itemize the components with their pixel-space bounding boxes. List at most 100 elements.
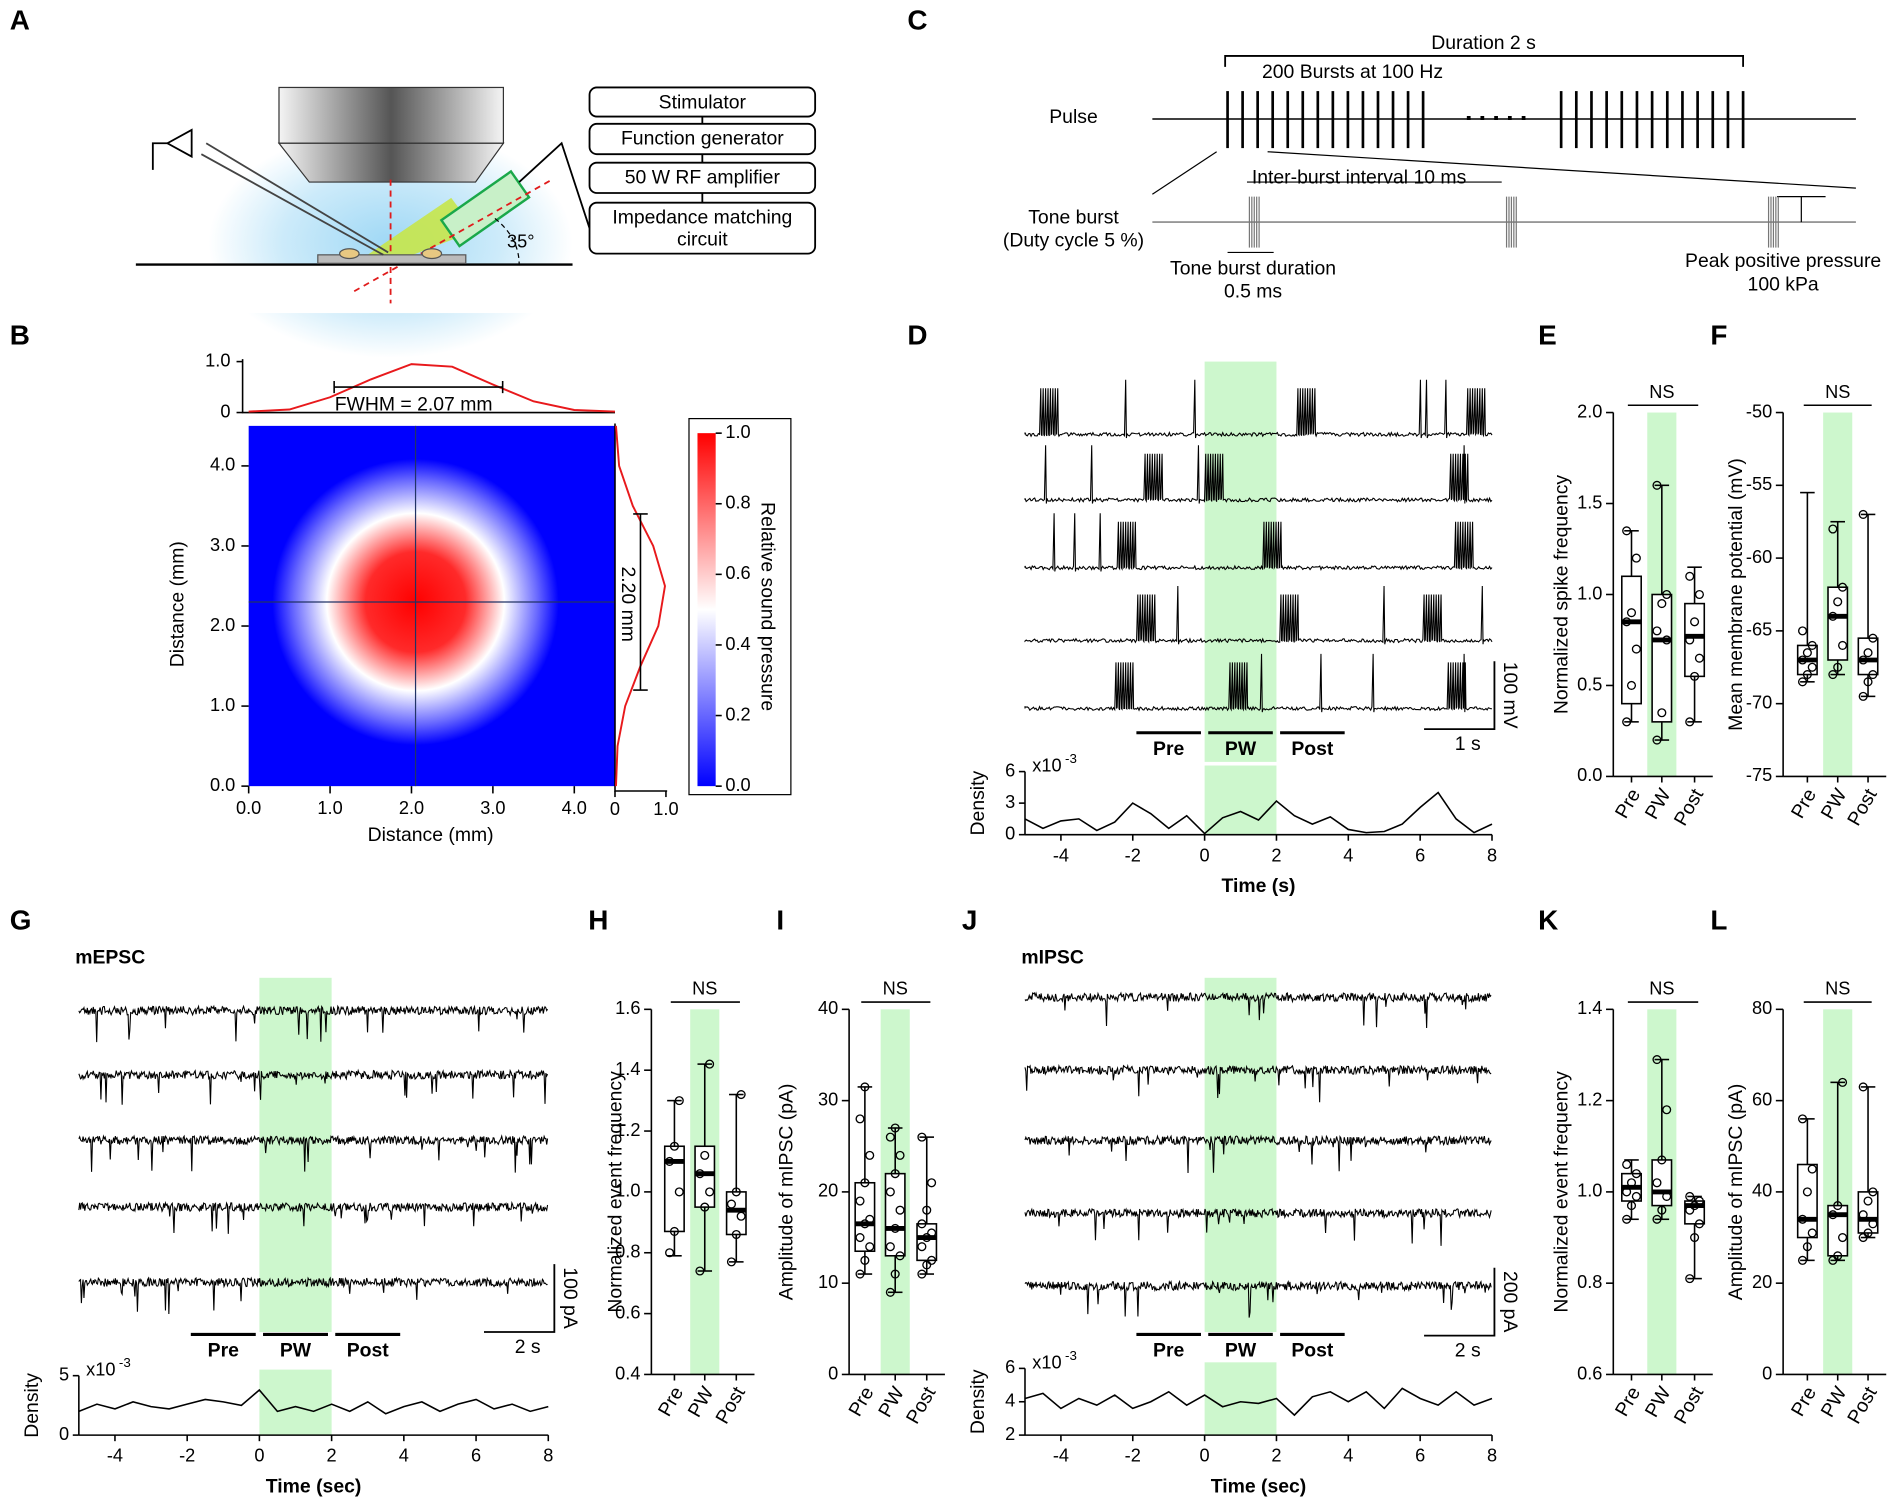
data-point <box>1828 611 1838 621</box>
x-tick-label: 3.0 <box>480 798 505 818</box>
y-axis-label: Amplitude of mIPSC (pA) <box>1725 1084 1747 1301</box>
scale-bar-y-label: 100 mV <box>1499 662 1521 729</box>
data-point <box>895 1205 905 1215</box>
y-tick-label: 2.0 <box>1577 401 1602 421</box>
data-point <box>1858 1232 1868 1243</box>
data-point <box>1622 1214 1632 1224</box>
data-point <box>1690 1201 1700 1211</box>
x-axis-label: Distance (mm) <box>368 824 494 846</box>
ellipsis: ····· <box>1465 103 1534 133</box>
fwhm-label: 2.20 mm <box>617 566 639 641</box>
data-point <box>1833 662 1843 672</box>
y-axis-label: Density <box>967 771 989 836</box>
data-point <box>855 1232 865 1243</box>
data-point <box>1858 1210 1868 1220</box>
data-point <box>1622 1159 1632 1170</box>
data-point <box>1657 1205 1667 1215</box>
panel-label: D <box>907 320 927 351</box>
y-axis-label: Normalized event frequency <box>604 1071 626 1313</box>
data-point <box>1863 1228 1873 1238</box>
period-label: Pre <box>1153 1340 1184 1362</box>
y-tick-label: 20 <box>818 1181 838 1201</box>
x-tick-label: 6 <box>1415 1446 1425 1466</box>
data-point <box>1694 1196 1704 1206</box>
data-point <box>1662 635 1672 645</box>
data-point <box>1828 1210 1838 1220</box>
cell <box>421 248 443 260</box>
data-point <box>917 1269 927 1279</box>
y-tick-label: -75 <box>1746 765 1772 785</box>
box <box>1621 575 1642 705</box>
data-point <box>736 1211 746 1221</box>
significance-label: NS <box>883 979 908 999</box>
x-tick-label: -4 <box>107 1446 123 1466</box>
y-tick-label: 0.8 <box>1577 1272 1602 1292</box>
y-tick-label: -55 <box>1746 474 1772 494</box>
diagram-a: 35° Stimulator Function generator 50 W R… <box>133 86 817 358</box>
data-point <box>1652 626 1662 636</box>
data-point <box>1863 648 1873 658</box>
multiplier: x10 <box>1032 756 1061 776</box>
box <box>1796 1163 1818 1239</box>
data-point <box>1622 1187 1632 1197</box>
multiplier: x10 <box>1032 1352 1061 1372</box>
data-point <box>1622 717 1632 727</box>
x-tick-label: -2 <box>1125 1446 1141 1466</box>
y-tick-label: 0.0 <box>210 775 235 795</box>
y-tick-label: 5 <box>59 1364 69 1384</box>
y-tick-label: 40 <box>818 998 838 1018</box>
trace-label: mEPSC <box>75 947 145 969</box>
data-point <box>1662 589 1672 600</box>
x-tick-label: Pre <box>1787 1383 1821 1420</box>
density-line <box>78 1388 549 1415</box>
y-tick-label: -60 <box>1746 547 1772 567</box>
significance-label: NS <box>1649 979 1674 999</box>
period-label: PW <box>280 1340 312 1362</box>
tone-duration-value: 0.5 ms <box>1224 281 1282 303</box>
angle-arc <box>494 217 520 265</box>
zoom-line <box>1152 151 1217 195</box>
data-point <box>885 1287 895 1297</box>
data-point <box>865 1242 875 1252</box>
multiplier-exponent: -3 <box>1065 751 1077 766</box>
y-tick-label: 1.0 <box>210 695 235 715</box>
data-point <box>885 1187 895 1197</box>
data-point <box>674 1187 684 1197</box>
colorbar <box>697 433 716 787</box>
slide <box>317 254 467 264</box>
x-tick-label: Post <box>711 1383 750 1428</box>
data-point <box>1657 708 1667 718</box>
box <box>588 86 817 118</box>
data-point <box>1828 524 1838 534</box>
y-tick-label: 0.6 <box>615 1302 640 1322</box>
x-tick-label: Post <box>1843 1383 1882 1428</box>
recording-trace <box>1024 445 1493 504</box>
data-point <box>1838 582 1848 592</box>
y-tick-label: 3 <box>1005 792 1015 812</box>
y-tick-label: -70 <box>1746 692 1772 712</box>
y-tick-label: 1.5 <box>1577 492 1602 512</box>
transducer <box>439 169 531 248</box>
data-point <box>1833 1251 1843 1261</box>
duration-bracket <box>1224 55 1745 67</box>
panel-label: J <box>962 904 978 935</box>
y-tick-label: 3.0 <box>210 535 235 555</box>
data-point <box>1662 1191 1672 1202</box>
period-label: PW <box>1225 738 1257 760</box>
data-point <box>1838 640 1848 650</box>
profile-tick-label: 0 <box>610 799 620 819</box>
y-tick-label: 0 <box>828 1363 838 1383</box>
box-label: Stimulator <box>659 91 747 113</box>
amplifier <box>165 128 193 159</box>
data-point <box>895 1251 905 1261</box>
pipette <box>205 142 389 254</box>
data-point <box>890 1223 900 1233</box>
multiplier-exponent: -3 <box>1065 1348 1077 1363</box>
data-point <box>917 1219 927 1229</box>
y-tick-label: 10 <box>818 1272 838 1292</box>
pressure-value: 100 kPa <box>1748 273 1819 295</box>
colorbar-frame <box>688 417 792 796</box>
y-axis-label: Density <box>21 1373 43 1438</box>
profile-tick-label: 1.0 <box>205 350 230 370</box>
data-point <box>855 1196 865 1206</box>
